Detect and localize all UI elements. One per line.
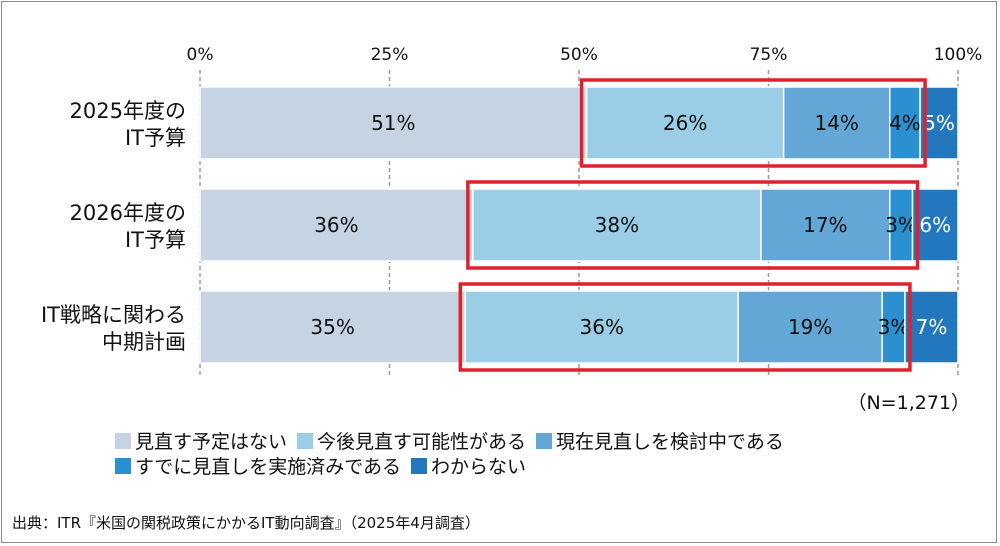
bar-segment bbox=[904, 290, 959, 364]
legend-swatch bbox=[115, 457, 131, 474]
legend-label: わからない bbox=[431, 456, 527, 478]
bar-segment bbox=[199, 188, 474, 262]
legend-swatch bbox=[115, 432, 131, 449]
legend-label: すでに見直しを実施済みである bbox=[135, 456, 402, 478]
category-label: 2025年度の bbox=[70, 99, 186, 123]
x-tick-label: 50% bbox=[560, 45, 598, 65]
x-tick-label: 75% bbox=[750, 45, 788, 65]
bar-segment bbox=[760, 188, 891, 262]
legend-label: 見直す予定はない bbox=[135, 431, 288, 453]
stacked-bar-chart: 0% 25% 50% 75% 100% 51% 26% 14% 4% 5% 2025年度の IT予算 3… bbox=[41, 45, 983, 378]
legend-label: 今後見直す可能性がある bbox=[317, 431, 527, 453]
legend-label: 現在見直しを検討中である bbox=[556, 431, 784, 453]
data-label: 14% bbox=[814, 111, 858, 135]
legend-swatch bbox=[411, 457, 428, 474]
category-label: IT予算 bbox=[125, 126, 186, 150]
legend-swatch bbox=[297, 432, 314, 449]
category-label: IT予算 bbox=[125, 228, 186, 252]
highlight-box bbox=[458, 282, 912, 372]
category-label: IT戦略に関わる bbox=[41, 303, 186, 327]
legend-item-unknown: わからない bbox=[411, 452, 526, 479]
data-label: 51% bbox=[371, 111, 415, 135]
x-tick-label: 0% bbox=[187, 45, 214, 65]
bar-segment bbox=[782, 86, 891, 160]
data-label: 19% bbox=[788, 315, 832, 339]
data-label: 5% bbox=[923, 111, 955, 135]
bar-segment bbox=[199, 290, 467, 364]
bar-segment bbox=[911, 188, 959, 262]
legend-row-2: すでに見直しを実施済みである わからない bbox=[115, 453, 975, 478]
category-label: 中期計画 bbox=[102, 330, 186, 354]
data-label: 3% bbox=[878, 315, 910, 339]
sample-size-note: （N=1,271） bbox=[847, 392, 970, 414]
legend-item-done: すでに見直しを実施済みである bbox=[115, 452, 401, 479]
legend-swatch bbox=[536, 432, 553, 449]
highlight-box bbox=[579, 78, 927, 168]
data-label: 4% bbox=[889, 111, 921, 135]
legend: 見直す予定はない 今後見直す可能性がある 現在見直しを検討中である すでに見直し… bbox=[115, 428, 975, 478]
legend-item-considering: 現在見直しを検討中である bbox=[536, 427, 784, 454]
source-note: 出典：ITR『米国の関税政策にかかるIT動向調査』（2025年4月調査） bbox=[12, 514, 480, 532]
legend-row-1: 見直す予定はない 今後見直す可能性がある 現在見直しを検討中である bbox=[115, 428, 975, 453]
category-label: 2026年度の bbox=[70, 201, 186, 225]
data-label: 3% bbox=[885, 213, 917, 237]
data-label: 17% bbox=[803, 213, 847, 237]
legend-item-none: 見直す予定はない bbox=[115, 427, 287, 454]
data-label: 35% bbox=[310, 315, 354, 339]
bar-segment bbox=[472, 188, 762, 262]
data-label: 7% bbox=[916, 315, 948, 339]
bar-segment bbox=[585, 86, 785, 160]
bar-segment bbox=[464, 290, 739, 364]
bar-segment bbox=[889, 86, 921, 160]
data-label: 36% bbox=[580, 315, 624, 339]
data-label: 26% bbox=[663, 111, 707, 135]
data-label: 6% bbox=[919, 213, 951, 237]
bar-segment bbox=[737, 290, 883, 364]
data-label: 36% bbox=[314, 213, 358, 237]
x-tick-label: 100% bbox=[934, 45, 983, 65]
legend-item-possible: 今後見直す可能性がある bbox=[297, 427, 526, 454]
data-label: 38% bbox=[595, 213, 639, 237]
highlight-box bbox=[466, 180, 920, 270]
x-tick-label: 25% bbox=[371, 45, 409, 65]
